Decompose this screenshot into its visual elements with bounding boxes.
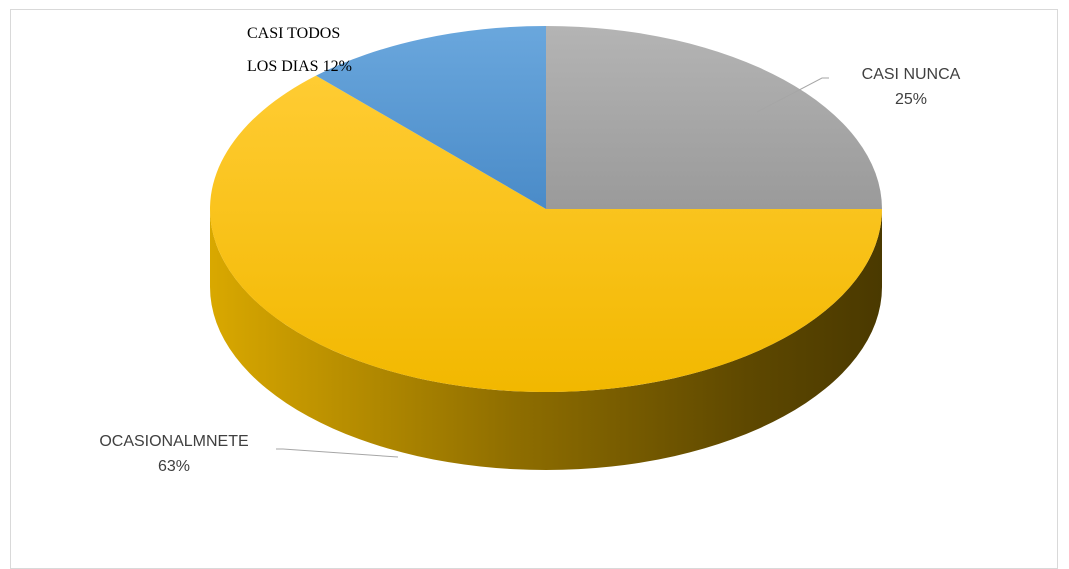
- data-label-line: CASI NUNCA: [862, 66, 961, 83]
- data-label-line: OCASIONALMNETE: [99, 433, 248, 450]
- data-label-casi-todos-los-dias: CASI TODOS LOS DIAS 12%: [247, 25, 352, 75]
- data-label-ocasionalmnete: OCASIONALMNETE 63%: [99, 433, 248, 475]
- pie-slice-ocasionalmnete: [209, 75, 882, 392]
- data-label-line: 63%: [158, 458, 190, 475]
- pie-slice-casi-nunca: [546, 26, 882, 209]
- pie-chart: CASI NUNCA 25% OCASIONALMNETE 63% CASI TODOS…: [99, 25, 961, 475]
- data-label-line: 25%: [895, 91, 927, 108]
- pie-slice-casi-todos-los-dias: [315, 26, 546, 209]
- leader-line: [276, 448, 399, 458]
- leader-line: [756, 77, 829, 113]
- pie-side-wall: [210, 209, 882, 470]
- data-label-line: CASI TODOS: [247, 25, 340, 42]
- data-label-line: LOS DIAS 12%: [247, 58, 352, 75]
- data-label-casi-nunca: CASI NUNCA 25%: [862, 66, 961, 108]
